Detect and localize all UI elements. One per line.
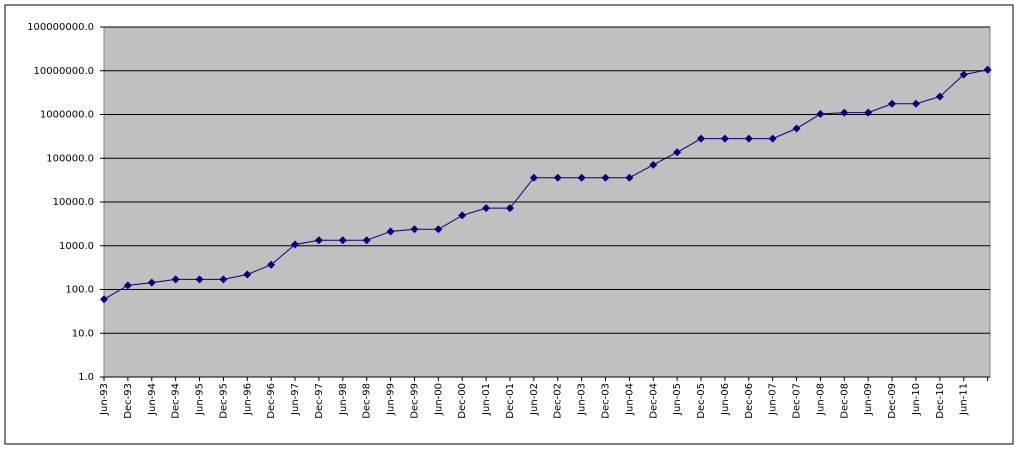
series-line xyxy=(103,69,988,300)
x-tick-label: Jun-94 xyxy=(147,383,158,416)
data-point xyxy=(505,204,514,213)
data-point xyxy=(529,173,538,182)
x-tick-label: Jun-03 xyxy=(577,383,588,416)
data-point xyxy=(959,70,968,79)
x-tick-label: Jun-00 xyxy=(433,383,444,416)
data-point xyxy=(147,278,156,287)
x-tick-label: Jun-09 xyxy=(863,383,874,416)
data-point xyxy=(911,99,920,108)
y-tick-label: 1000.0 xyxy=(59,241,94,252)
data-point xyxy=(768,134,777,143)
y-tick-label: 10.0 xyxy=(72,328,94,339)
data-point xyxy=(673,148,682,157)
data-point xyxy=(744,134,753,143)
x-tick-label: Dec-01 xyxy=(505,383,516,419)
y-tick-label: 100000000.0 xyxy=(27,22,94,33)
data-point xyxy=(410,225,419,234)
x-tick-label: Jun-96 xyxy=(242,383,253,416)
x-tick-label: Dec-10 xyxy=(935,383,946,419)
data-point xyxy=(482,204,491,213)
x-tick-label: Dec-04 xyxy=(648,383,659,419)
data-point xyxy=(601,173,610,182)
data-point xyxy=(314,236,323,245)
data-point xyxy=(649,160,658,169)
data-point xyxy=(267,260,276,269)
x-tick-label: Dec-96 xyxy=(266,383,277,419)
data-point xyxy=(816,110,825,119)
x-tick-label: Jun-98 xyxy=(338,383,349,416)
x-tick-label: Dec-99 xyxy=(409,383,420,419)
x-tick-label: Dec-93 xyxy=(123,383,134,419)
x-tick-label: Dec-03 xyxy=(601,383,612,419)
x-tick-label: Jun-99 xyxy=(386,383,397,416)
data-point xyxy=(338,236,347,245)
x-tick-label: Jun-11 xyxy=(959,383,970,416)
y-tick-label: 10000000.0 xyxy=(34,66,94,77)
x-tick-label: Dec-02 xyxy=(553,383,564,419)
data-point xyxy=(577,173,586,182)
data-point xyxy=(243,270,252,279)
data-point xyxy=(171,275,180,284)
x-tick-label: Jun-95 xyxy=(195,383,206,416)
x-tick-label: Dec-97 xyxy=(314,383,325,419)
data-point xyxy=(219,275,228,284)
x-tick-label: Jun-07 xyxy=(768,383,779,416)
data-point xyxy=(458,211,467,220)
data-point xyxy=(864,108,873,117)
data-point xyxy=(840,108,849,117)
data-point xyxy=(195,275,204,284)
x-tick-label: Dec-09 xyxy=(887,383,898,419)
data-point xyxy=(935,92,944,101)
data-point xyxy=(362,236,371,245)
y-tick-label: 100000.0 xyxy=(46,153,94,164)
y-tick-label: 10000.0 xyxy=(53,197,94,208)
data-point xyxy=(386,227,395,236)
x-tick-label: Dec-07 xyxy=(792,383,803,419)
data-point xyxy=(625,173,634,182)
y-tick-label: 100.0 xyxy=(65,285,94,296)
x-tick-label: Jun-06 xyxy=(720,383,731,416)
x-tick-label: Jun-01 xyxy=(481,383,492,416)
x-tick-label: Jun-93 xyxy=(99,383,110,416)
data-point xyxy=(434,225,443,234)
x-tick-label: Dec-95 xyxy=(218,383,229,419)
x-tick-label: Jun-08 xyxy=(815,383,826,416)
x-tick-label: Dec-94 xyxy=(171,383,182,419)
x-tick-label: Dec-98 xyxy=(362,383,373,419)
x-tick-label: Jun-05 xyxy=(672,383,683,416)
x-tick-label: Dec-05 xyxy=(696,383,707,419)
x-tick-label: Jun-04 xyxy=(624,383,635,416)
data-point xyxy=(697,134,706,143)
x-tick-label: Jun-02 xyxy=(529,383,540,416)
y-tick-label: 1000000.0 xyxy=(40,110,94,121)
x-tick-label: Jun-97 xyxy=(290,383,301,416)
x-tick-label: Dec-08 xyxy=(839,383,850,419)
x-tick-label: Jun-10 xyxy=(911,383,922,416)
data-point xyxy=(123,281,132,290)
data-point xyxy=(100,295,108,304)
data-point xyxy=(553,173,562,182)
data-point xyxy=(983,65,992,74)
y-tick-label: 1.0 xyxy=(78,372,94,383)
data-point xyxy=(291,240,300,249)
x-tick-label: Dec-06 xyxy=(744,383,755,419)
x-tick-label: Dec-00 xyxy=(457,383,468,419)
data-point xyxy=(888,99,897,108)
data-point xyxy=(792,124,801,133)
data-point xyxy=(720,134,729,143)
